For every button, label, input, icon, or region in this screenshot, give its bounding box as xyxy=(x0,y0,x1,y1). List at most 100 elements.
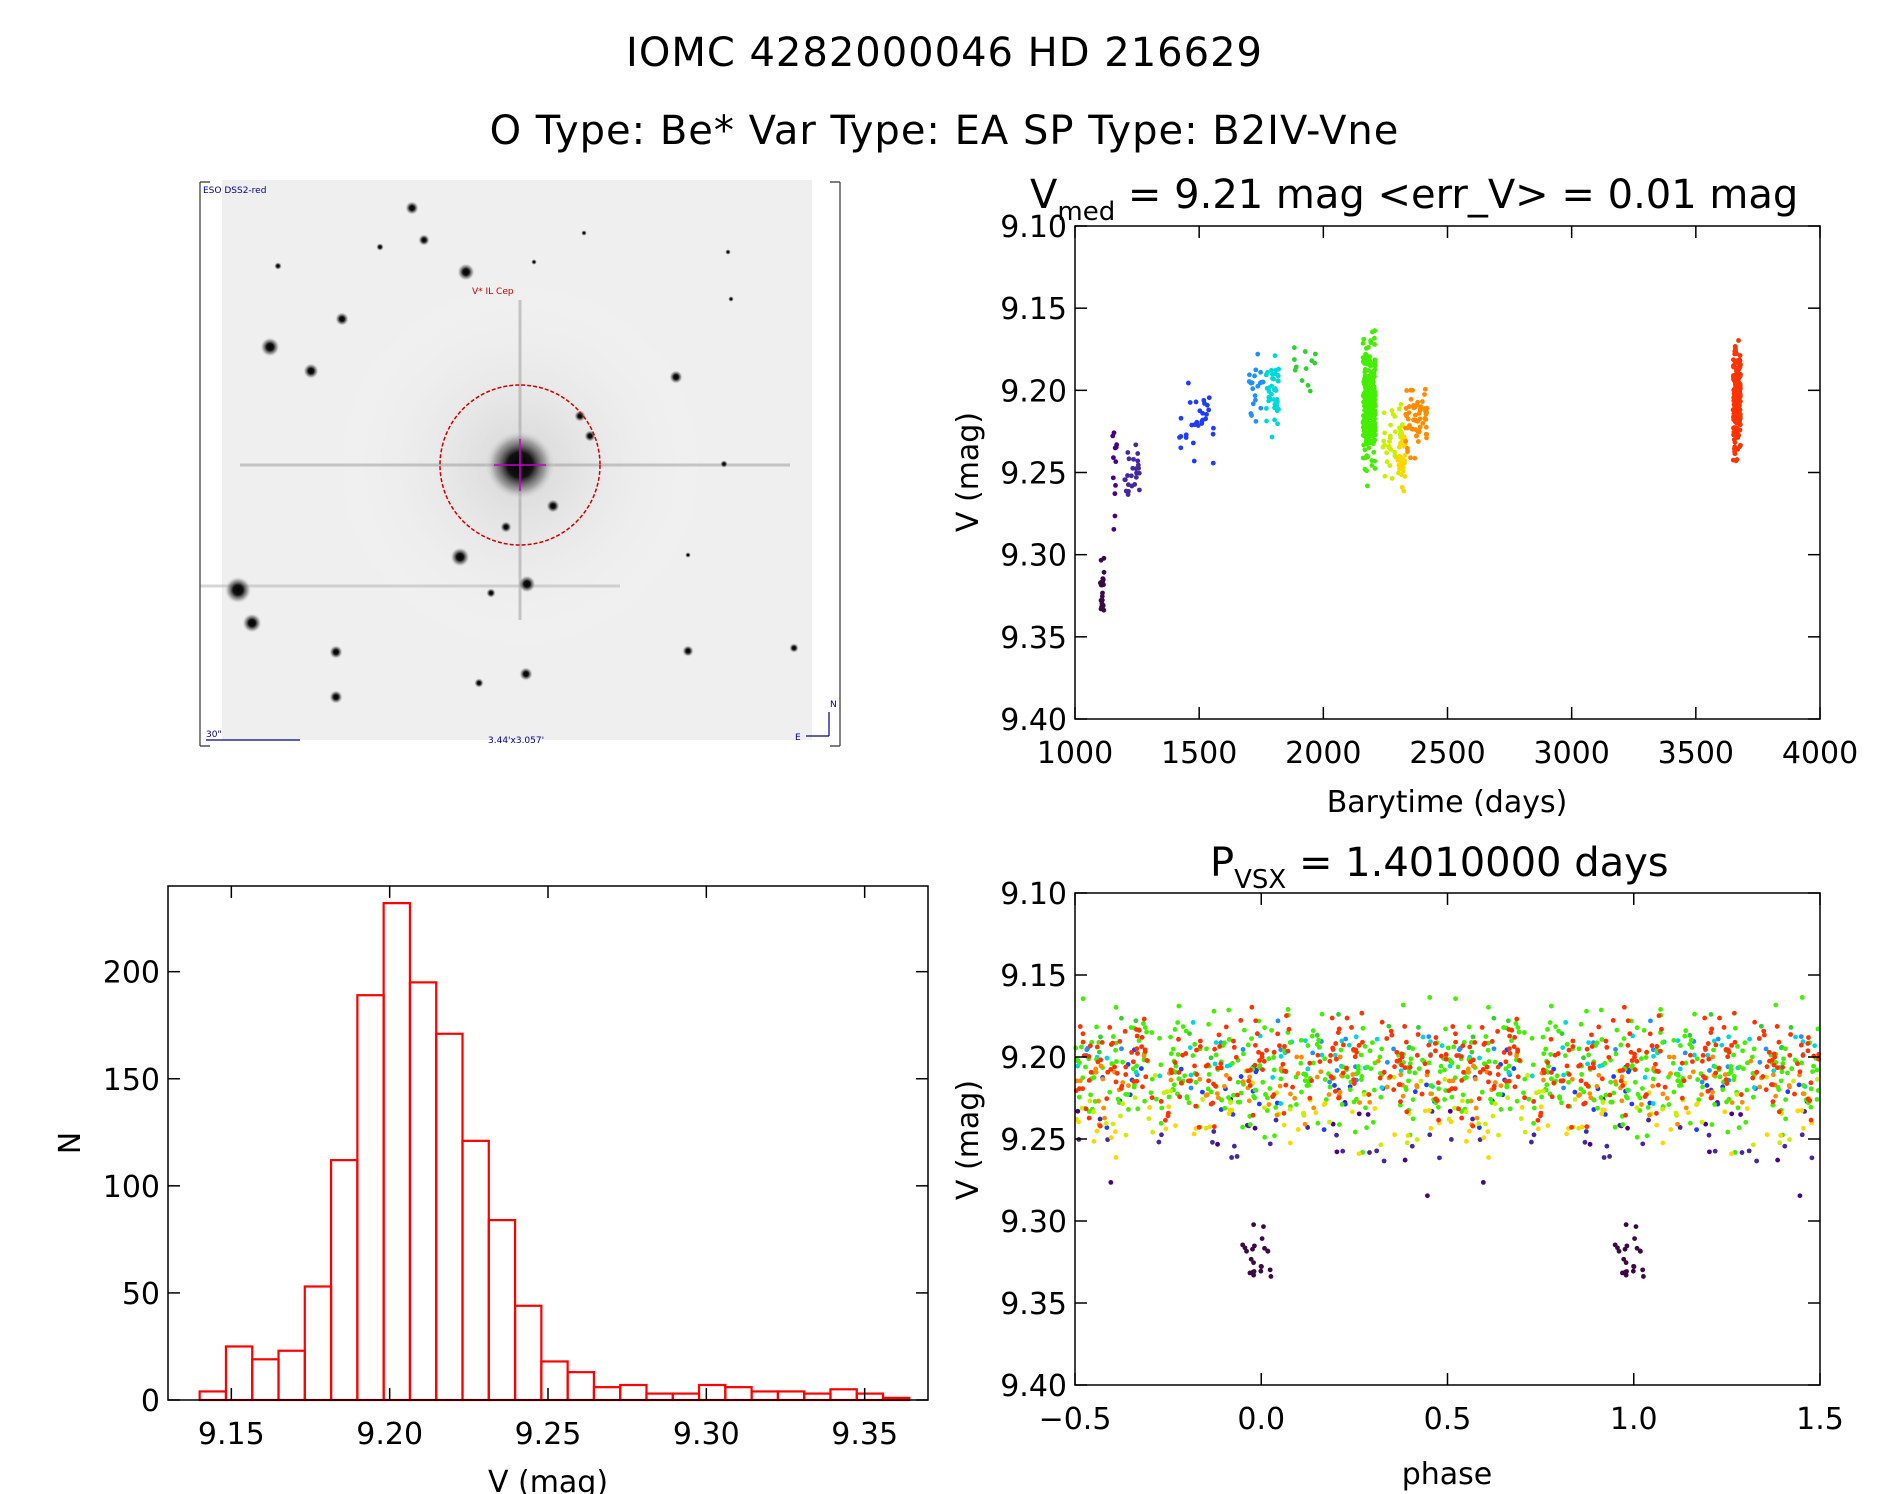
phased-point xyxy=(1142,1047,1148,1053)
lightcurve-point xyxy=(1736,395,1742,401)
phased-point xyxy=(1436,1086,1442,1092)
phased-point xyxy=(1194,1072,1200,1077)
lightcurve-point xyxy=(1250,386,1256,392)
phased-point xyxy=(1245,1042,1251,1048)
lightcurve-point xyxy=(1204,402,1210,408)
phased-point xyxy=(1356,1151,1362,1157)
phased-point xyxy=(1094,1128,1100,1134)
phased-point xyxy=(1564,1063,1570,1069)
phased-point xyxy=(1453,996,1458,1002)
lightcurve-ytick-label: 9.20 xyxy=(1000,374,1067,409)
lightcurve-point xyxy=(1258,405,1264,411)
phased-point xyxy=(1152,1073,1158,1078)
phased-point xyxy=(1700,1084,1705,1090)
phased-point xyxy=(1704,1083,1710,1088)
phased-point xyxy=(1623,1112,1628,1118)
phased-point xyxy=(1607,1154,1612,1159)
phased-point xyxy=(1507,1051,1513,1056)
lightcurve-point xyxy=(1409,426,1415,432)
lightcurve-ytick-label: 9.40 xyxy=(1000,703,1067,738)
phased-point xyxy=(1731,1052,1737,1058)
lightcurve-point xyxy=(1302,349,1308,354)
phased-point xyxy=(1104,1055,1110,1061)
sky-star xyxy=(303,363,319,379)
phased-point xyxy=(1237,1099,1243,1105)
phased-point xyxy=(1778,1078,1784,1084)
lightcurve-point xyxy=(1275,372,1281,378)
phased-point xyxy=(1482,1040,1488,1046)
phased-point xyxy=(1298,1037,1304,1043)
phased-point xyxy=(1142,1025,1148,1030)
phased-point xyxy=(1130,1059,1136,1065)
histogram-bar xyxy=(513,1304,543,1402)
phased-point xyxy=(1613,1047,1618,1052)
lightcurve-point xyxy=(1292,367,1298,373)
phased-point xyxy=(1285,1048,1291,1054)
lightcurve-point xyxy=(1372,328,1378,334)
lightcurve-point xyxy=(1272,353,1278,359)
sky-star xyxy=(242,613,262,633)
phased-point xyxy=(1322,1056,1328,1062)
phased-point xyxy=(1269,1027,1275,1033)
phased-point xyxy=(1720,1087,1726,1093)
phased-point xyxy=(1544,1082,1550,1088)
lightcurve-point xyxy=(1274,403,1280,409)
phased-point xyxy=(1810,1069,1816,1075)
phased-point xyxy=(1744,1087,1750,1093)
phased-point xyxy=(1389,1032,1395,1038)
phased-point xyxy=(1611,1074,1617,1079)
lightcurve-point xyxy=(1275,421,1280,427)
lightcurve-point xyxy=(1187,400,1193,405)
phased-point xyxy=(1200,1097,1205,1102)
phased-point xyxy=(1398,1099,1403,1105)
phased-point xyxy=(1407,1065,1413,1070)
phased-point xyxy=(1655,1082,1661,1088)
phased-point xyxy=(1366,1092,1372,1097)
phased-point xyxy=(1242,1245,1248,1251)
lightcurve-point xyxy=(1734,434,1740,439)
phased-point xyxy=(1636,1047,1642,1053)
phased-point xyxy=(1205,1062,1211,1068)
phased-point xyxy=(1238,1090,1244,1096)
phased-point xyxy=(1360,1149,1366,1155)
phased-point xyxy=(1642,1094,1648,1099)
lightcurve-point xyxy=(1178,445,1184,451)
phased-point xyxy=(1186,1100,1192,1106)
phased-point xyxy=(1754,1158,1759,1164)
phased-point xyxy=(1305,1043,1311,1048)
phased-point xyxy=(1247,1074,1252,1080)
lightcurve-point xyxy=(1733,400,1739,406)
phased-point xyxy=(1377,1054,1383,1060)
phased-point xyxy=(1286,1026,1292,1032)
phased-point xyxy=(1375,1058,1381,1064)
phased-point xyxy=(1267,1086,1273,1091)
phased-point xyxy=(1631,1264,1637,1270)
phased-point xyxy=(1252,1243,1257,1249)
sky-star xyxy=(335,312,349,326)
histogram-bar xyxy=(461,1139,490,1402)
lightcurve-point xyxy=(1206,395,1212,401)
phased-point xyxy=(1294,1054,1300,1060)
histogram-xtick-label: 9.35 xyxy=(831,1417,898,1452)
phased-point xyxy=(1295,1071,1301,1076)
lightcurve-point xyxy=(1183,432,1189,438)
phased-point xyxy=(1274,1112,1280,1118)
sky-star xyxy=(581,230,587,236)
lightcurve-point xyxy=(1732,405,1738,411)
phased-point xyxy=(1097,1123,1103,1129)
phased-point xyxy=(1700,1052,1706,1058)
phased-point xyxy=(1569,1124,1574,1130)
sky-star xyxy=(450,547,470,567)
phased-point xyxy=(1196,1124,1202,1130)
phased-point xyxy=(1169,1070,1175,1076)
phased-point xyxy=(1134,1063,1140,1069)
phased-point xyxy=(1262,1245,1267,1251)
phased-point xyxy=(1647,1112,1652,1118)
phased-point xyxy=(1717,1015,1722,1021)
phased-point xyxy=(1377,1075,1383,1081)
phased-point xyxy=(1400,1002,1406,1008)
phased-point xyxy=(1346,1042,1352,1048)
phased-point xyxy=(1386,1023,1392,1029)
phased-point xyxy=(1721,1025,1727,1030)
phased-point xyxy=(1125,1092,1131,1097)
